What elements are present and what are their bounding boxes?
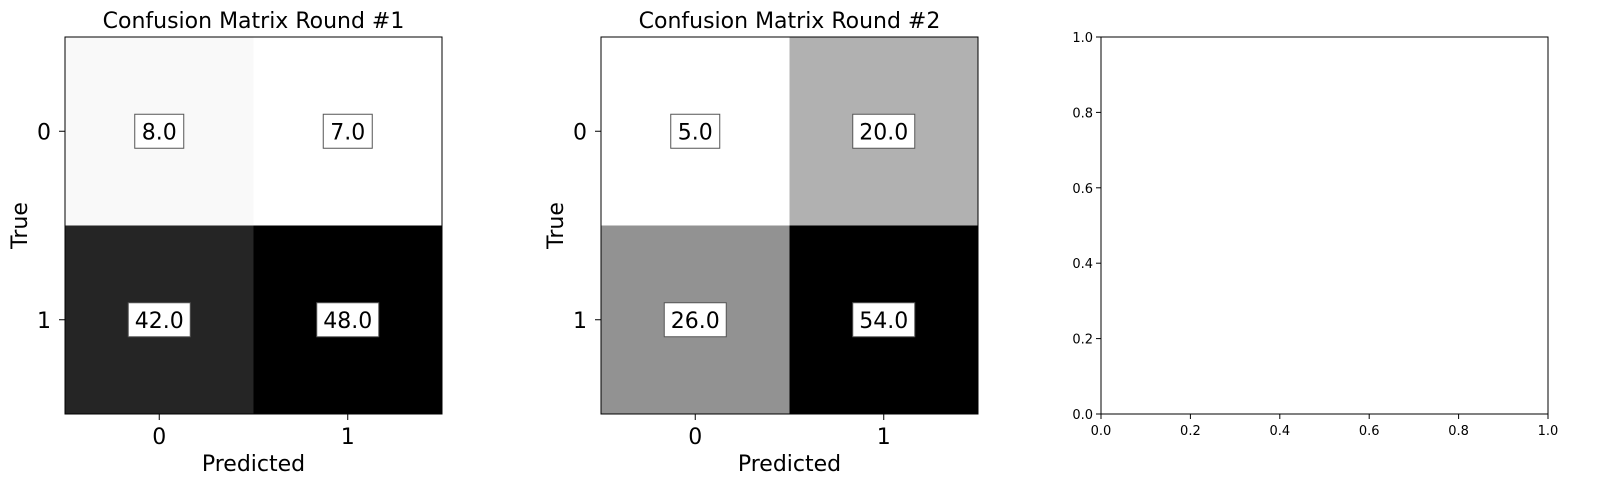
y-tick-label: 1.0 bbox=[1072, 31, 1093, 46]
chart-title: Confusion Matrix Round #2 bbox=[639, 9, 941, 34]
axes-frame bbox=[600, 36, 979, 415]
empty-axes-panel: 0.0 0.2 0.4 0.6 0.8 1.0 0.0 0.2 0.4 0.6 0.8 1.0 bbox=[1072, 31, 1558, 439]
x-axis-label: Predicted bbox=[738, 452, 841, 477]
cell-label-box bbox=[322, 113, 373, 149]
x-tick-label: 0.6 bbox=[1359, 424, 1380, 439]
x-tick-label: 1 bbox=[877, 425, 891, 450]
x-tick-label: 1 bbox=[341, 425, 355, 450]
heatmap-panel-2: 5.0 20.0 26.0 54.0 0 1 0 1 Confusion Matrix Roun… bbox=[544, 9, 979, 477]
cell-value-label: 48.0 bbox=[323, 309, 372, 334]
cell-value-label: 54.0 bbox=[859, 309, 908, 334]
chart-title: Confusion Matrix Round #1 bbox=[103, 9, 405, 34]
cell-value-label: 8.0 bbox=[142, 120, 177, 145]
y-tick-label: 1 bbox=[573, 309, 587, 334]
cell-label-box bbox=[670, 113, 721, 149]
cell-label-box bbox=[127, 302, 191, 338]
cell-label-box bbox=[852, 113, 916, 149]
x-tick-label: 0.8 bbox=[1448, 424, 1469, 439]
y-tick-label: 0 bbox=[37, 120, 51, 145]
x-tick-label: 0 bbox=[688, 425, 702, 450]
y-axis-label: True bbox=[8, 202, 33, 250]
cell-label-box bbox=[134, 113, 185, 149]
y-axis-label: True bbox=[544, 202, 569, 250]
y-tick-label: 0.6 bbox=[1072, 182, 1093, 197]
x-tick-label: 1.0 bbox=[1538, 424, 1559, 439]
y-tick-label: 0.4 bbox=[1072, 257, 1093, 272]
x-tick-label: 0.2 bbox=[1180, 424, 1201, 439]
axes-frame bbox=[64, 36, 443, 415]
y-tick-label: 0.0 bbox=[1072, 408, 1093, 423]
heatmap-panel-1: 8.0 7.0 42.0 48.0 0 1 0 1 Confusion Matrix Round… bbox=[8, 9, 443, 477]
axes-frame bbox=[1100, 36, 1549, 415]
cell-value-label: 26.0 bbox=[671, 309, 720, 334]
y-tick-label: 1 bbox=[37, 309, 51, 334]
cell-value-label: 7.0 bbox=[330, 120, 365, 145]
cell-label-box bbox=[316, 302, 380, 338]
x-axis-label: Predicted bbox=[202, 452, 305, 477]
y-tick-label: 0.8 bbox=[1072, 106, 1093, 121]
cell-label-box bbox=[852, 302, 916, 338]
x-tick-label: 0.0 bbox=[1091, 424, 1112, 439]
y-tick-label: 0.2 bbox=[1072, 333, 1093, 348]
y-tick-label: 0 bbox=[573, 120, 587, 145]
x-tick-label: 0.4 bbox=[1269, 424, 1290, 439]
cell-value-label: 5.0 bbox=[678, 120, 713, 145]
cell-value-label: 42.0 bbox=[135, 309, 184, 334]
cell-value-label: 20.0 bbox=[859, 120, 908, 145]
cell-label-box bbox=[663, 302, 727, 338]
x-tick-label: 0 bbox=[152, 425, 166, 450]
